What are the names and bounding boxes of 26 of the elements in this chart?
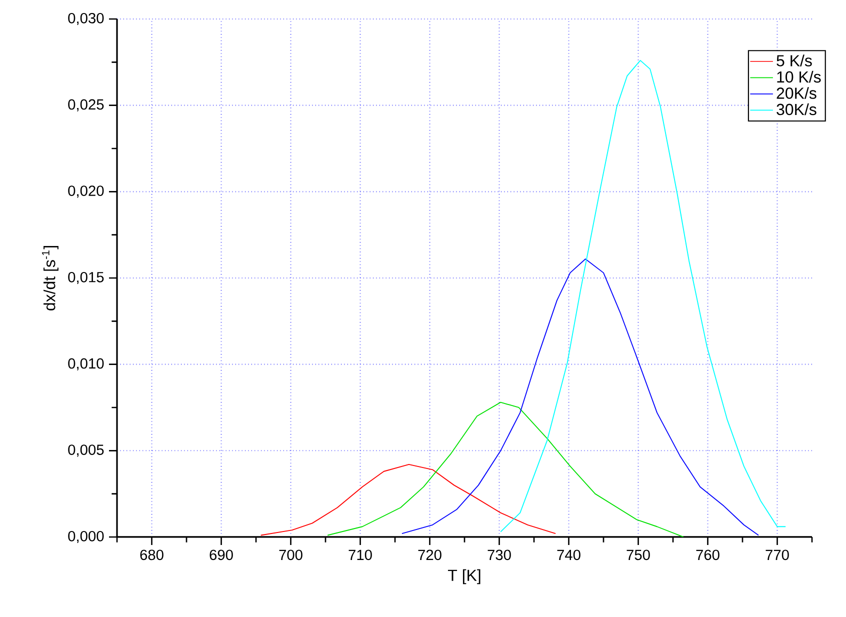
line-series [327, 402, 684, 537]
y-tick-label: 0,020 [68, 186, 104, 198]
y-tick-label: 0,005 [68, 444, 104, 457]
line-series [401, 258, 759, 536]
y-tick-label: 0,030 [68, 12, 104, 26]
x-tick-label: 700 [279, 550, 302, 560]
x-tick-label: 720 [418, 550, 442, 560]
x-tick-label: 690 [210, 550, 233, 560]
x-tick-label: 730 [488, 550, 511, 560]
x-tick-label: 740 [557, 550, 580, 560]
x-tick-label: 770 [766, 550, 789, 560]
y-tick-label: 0,015 [68, 272, 104, 284]
y-tick-label: 0,010 [68, 358, 104, 370]
y-axis-title: dx/dt [s$^{-1}$] [42, 246, 58, 310]
x-tick-label: 760 [696, 550, 720, 560]
y-tick-label: 0,025 [68, 99, 104, 112]
legend-label: 20K/s [776, 87, 816, 99]
x-tick-label: 680 [140, 550, 164, 560]
y-tick-label: 0,000 [68, 530, 104, 544]
x-tick-label: 710 [348, 550, 372, 560]
legend-label: 30K/s [776, 103, 816, 116]
x-tick-label: 750 [626, 550, 650, 560]
line-series [260, 464, 556, 536]
legend-label: 5 K/s [776, 54, 812, 66]
legend-label: 10 K/s [777, 70, 821, 83]
x-axis-title: T [K] [448, 569, 480, 584]
